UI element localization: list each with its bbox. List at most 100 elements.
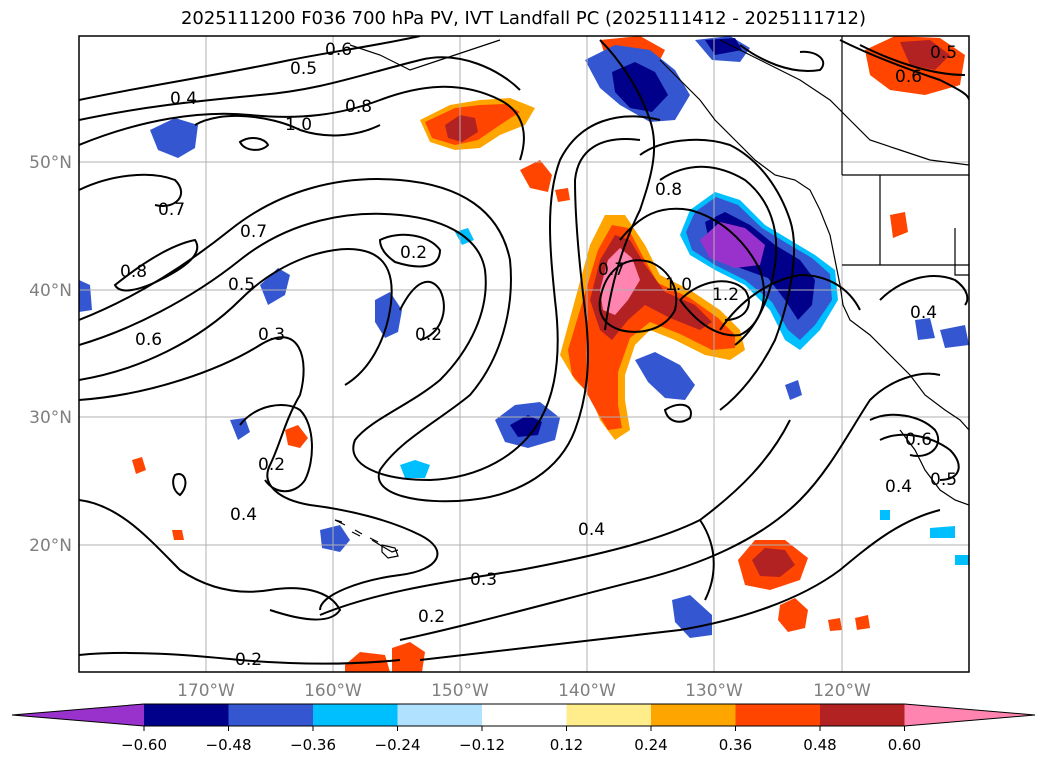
positive-anomaly-strong	[752, 548, 795, 577]
negative-anomaly-region	[635, 352, 695, 400]
colorbar-ticks	[143, 726, 905, 731]
positive-anomaly-region	[285, 425, 308, 448]
contour-label: 0.7	[158, 200, 185, 220]
positive-anomaly-region	[828, 618, 842, 631]
contour-label: 0.2	[418, 607, 445, 627]
negative-anomaly-region	[672, 595, 712, 638]
contour-label: 0.6	[905, 430, 932, 450]
positive-anomaly-region	[392, 642, 425, 672]
contour-label: 0.2	[258, 455, 285, 475]
contour-label: 0.4	[230, 505, 257, 525]
negative-anomaly-region	[79, 280, 92, 312]
colorbar-segment	[228, 704, 313, 726]
contour-label: 0.7	[598, 260, 625, 280]
colorbar-segment	[482, 704, 567, 726]
colorbar-tick-label: −0.60	[121, 736, 167, 754]
positive-anomaly-region	[855, 615, 870, 630]
colorbar-lower-extension	[12, 704, 144, 726]
colorbar-segment	[397, 704, 482, 726]
negative-anomaly-strong	[612, 62, 668, 112]
negative-anomaly-extreme	[700, 222, 765, 268]
contour-label: 0.8	[120, 262, 147, 282]
contour-label: 0.5	[930, 470, 957, 490]
contour-label: 0.5	[930, 43, 957, 63]
colorbar-tick-label: −0.12	[459, 736, 505, 754]
longitude-labels: 170°W 160°W 150°W 140°W 130°W 120°W	[177, 681, 871, 701]
colorbar-segment	[566, 704, 651, 726]
positive-anomaly-region	[520, 160, 552, 192]
colorbar-segment	[313, 704, 398, 726]
lon-tick-label: 140°W	[558, 681, 616, 701]
negative-anomaly-region	[400, 460, 430, 478]
positive-anomaly-region	[555, 188, 570, 202]
negative-anomaly-region	[940, 325, 969, 348]
colorbar-segment	[651, 704, 736, 726]
map-content: 0.5 0.4 0.6 0.8 1.0 0.7 0.7 0.8 0.5 0.6 …	[79, 36, 969, 672]
contour-label: 0.5	[290, 59, 317, 79]
colorbar-upper-extension	[904, 704, 1035, 726]
lon-tick-label: 120°W	[813, 681, 871, 701]
colorbar-tick-label: 0.60	[888, 736, 921, 754]
positive-anomaly-region	[778, 598, 808, 632]
colorbar-segment	[735, 704, 820, 726]
negative-anomaly-region	[150, 118, 198, 158]
lon-tick-label: 170°W	[177, 681, 235, 701]
contour-label: 1.0	[665, 275, 692, 295]
positive-anomaly-region	[890, 212, 908, 238]
colorbar: −0.60 −0.48 −0.36 −0.24 −0.12 0.12 0.24 …	[11, 703, 1036, 754]
contour-label: 0.8	[345, 97, 372, 117]
negative-anomaly-region	[785, 380, 802, 400]
negative-anomaly-region	[930, 526, 955, 538]
colorbar-tick-label: −0.36	[290, 736, 336, 754]
positive-anomaly-strong	[445, 115, 478, 142]
coastlines	[334, 36, 969, 553]
lat-tick-label: 40°N	[29, 281, 72, 301]
contour-label: 0.8	[655, 180, 682, 200]
contour-label: 0.3	[470, 570, 497, 590]
colorbar-tick-label: 0.12	[550, 736, 583, 754]
lat-tick-label: 30°N	[29, 408, 72, 428]
figure-title: 2025111200 F036 700 hPa PV, IVT Landfall…	[180, 8, 867, 29]
lat-tick-label: 20°N	[29, 536, 72, 556]
colorbar-tick-label: −0.48	[206, 736, 252, 754]
colorbar-tick-label: 0.24	[634, 736, 667, 754]
positive-anomaly-region	[172, 530, 184, 540]
contour-label: 1.0	[285, 115, 312, 135]
contour-label: 0.4	[170, 89, 197, 109]
contour-label: 0.2	[235, 650, 262, 670]
pv-contours	[79, 36, 969, 665]
latitude-labels: 50°N 40°N 30°N 20°N	[29, 153, 72, 556]
negative-anomaly-region	[880, 510, 890, 520]
contour-label: 0.4	[578, 520, 605, 540]
contour-label: 0.3	[258, 325, 285, 345]
negative-anomaly-region	[915, 318, 935, 340]
map-frame	[78, 35, 970, 673]
colorbar-tick-label: −0.24	[375, 736, 421, 754]
positive-anomaly-region	[132, 457, 146, 474]
contour-label: 0.4	[885, 477, 912, 497]
contour-label: 0.2	[415, 325, 442, 345]
lon-tick-label: 130°W	[685, 681, 743, 701]
lat-tick-label: 50°N	[29, 153, 72, 173]
contour-label: 0.5	[228, 275, 255, 295]
negative-anomaly-region	[230, 418, 250, 440]
contour-label: 1.2	[712, 285, 739, 305]
contour-label: 0.7	[240, 222, 267, 242]
contour-label: 0.6	[135, 330, 162, 350]
contour-label: 0.4	[910, 303, 937, 323]
contour-labels: 0.5 0.4 0.6 0.8 1.0 0.7 0.7 0.8 0.5 0.6 …	[120, 40, 957, 670]
negative-anomaly-region	[260, 268, 290, 305]
contour-label: 0.6	[895, 67, 922, 87]
negative-anomaly-strong	[510, 415, 542, 437]
positive-anomaly-strong	[900, 40, 950, 70]
lon-tick-label: 150°W	[431, 681, 489, 701]
hawaii-islands	[334, 519, 399, 559]
colorbar-segment	[820, 704, 905, 726]
contour-label: 0.2	[400, 243, 427, 263]
colorbar-tick-label: 0.48	[803, 736, 836, 754]
contour-label: 0.6	[325, 40, 352, 60]
lon-tick-label: 160°W	[304, 681, 362, 701]
colorbar-segment	[144, 704, 229, 726]
colorbar-tick-label: 0.36	[719, 736, 752, 754]
